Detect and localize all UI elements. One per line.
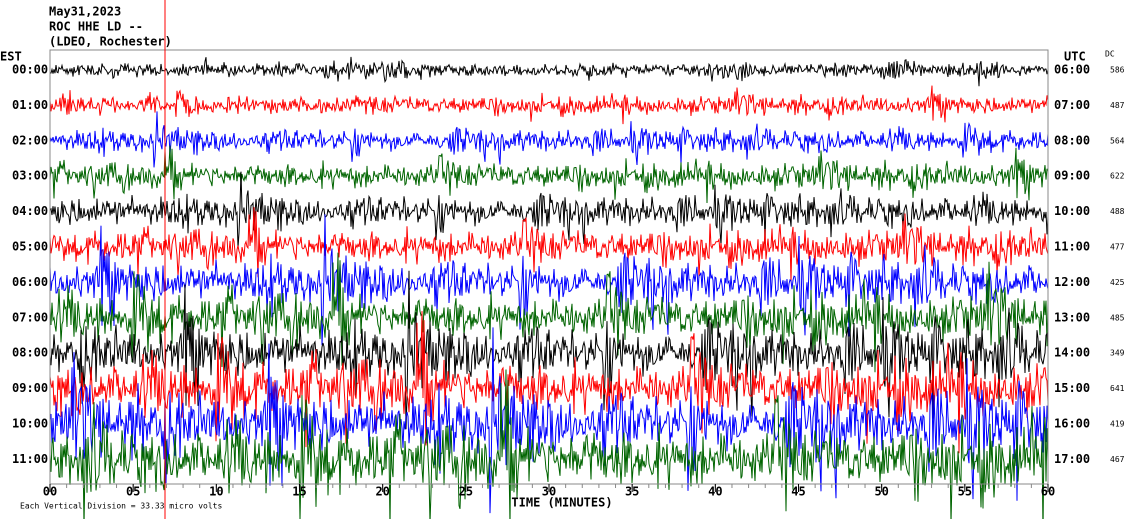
row-local-label: 04:00 (12, 204, 48, 218)
dc-value: 425 (1110, 278, 1125, 287)
header-line: May31,2023 (49, 5, 121, 19)
traces (49, 56, 1049, 519)
x-tick-label: 35 (625, 485, 639, 499)
row-local-label: 05:00 (12, 240, 48, 254)
row-utc-label: 14:00 (1054, 346, 1090, 360)
trace (49, 171, 1049, 248)
row-utc-label: 11:00 (1054, 240, 1090, 254)
x-tick-label: 40 (708, 485, 722, 499)
row-local-label: 00:00 (12, 63, 48, 77)
row-utc-label: 06:00 (1054, 63, 1090, 77)
trace (49, 56, 1049, 87)
x-tick-label: 25 (459, 485, 473, 499)
row-local-label: 11:00 (12, 452, 48, 466)
row-utc-label: 07:00 (1054, 98, 1090, 112)
row-utc-label: 08:00 (1054, 133, 1090, 147)
trace (49, 214, 1049, 346)
row-local-label: 03:00 (12, 169, 48, 183)
dc-value: 641 (1110, 384, 1125, 393)
dc-value: 419 (1110, 420, 1125, 429)
x-tick-label: 55 (958, 485, 972, 499)
row-local-label: 02:00 (12, 133, 48, 147)
row-local-label: 08:00 (12, 346, 48, 360)
row-utc-label: 16:00 (1054, 417, 1090, 431)
footer: Each Vertical Division = 33.33 micro vol… (20, 502, 222, 511)
x-tick-label: 00 (43, 485, 57, 499)
x-tick-label: 05 (126, 485, 140, 499)
dc-value: 349 (1110, 349, 1125, 358)
right-axis-label: UTC (1064, 50, 1086, 64)
dc-label: DC (1105, 50, 1115, 59)
row-utc-label: 09:00 (1054, 169, 1090, 183)
trace (49, 311, 1049, 454)
row-local-label: 10:00 (12, 417, 48, 431)
trace (49, 369, 1049, 519)
row-utc-label: 10:00 (1054, 204, 1090, 218)
trace (49, 270, 1049, 430)
trace (49, 252, 1049, 373)
row-local-label: 07:00 (12, 310, 48, 324)
x-tick-label: 60 (1041, 485, 1055, 499)
trace (49, 207, 1049, 283)
x-tick-label: 30 (542, 485, 556, 499)
header-line: ROC HHE LD -- (49, 20, 143, 34)
trace (49, 85, 1049, 125)
row-utc-label: 13:00 (1054, 310, 1090, 324)
row-local-label: 09:00 (12, 381, 48, 395)
header-line: (LDEO, Rochester) (49, 35, 172, 49)
dc-value: 564 (1110, 136, 1125, 145)
dc-value: 477 (1110, 243, 1125, 252)
trace (49, 145, 1049, 204)
dc-value: 622 (1110, 172, 1125, 181)
row-utc-label: 17:00 (1054, 452, 1090, 466)
left-axis-label: EST (0, 50, 22, 64)
row-utc-label: 12:00 (1054, 275, 1090, 289)
x-axis-label: TIME (MINUTES) (511, 496, 612, 510)
dc-value: 488 (1110, 207, 1125, 216)
row-local-label: 01:00 (12, 98, 48, 112)
dc-value: 487 (1110, 101, 1125, 110)
x-tick-label: 45 (791, 485, 805, 499)
dc-value: 467 (1110, 455, 1125, 464)
x-tick-label: 20 (375, 485, 389, 499)
dc-value: 586 (1110, 66, 1125, 75)
row-utc-label: 15:00 (1054, 381, 1090, 395)
x-tick-label: 50 (874, 485, 888, 499)
dc-value: 485 (1110, 313, 1125, 322)
trace (49, 327, 1049, 514)
x-tick-label: 15 (292, 485, 306, 499)
trace (49, 111, 1049, 168)
row-local-label: 06:00 (12, 275, 48, 289)
x-tick-label: 10 (209, 485, 223, 499)
